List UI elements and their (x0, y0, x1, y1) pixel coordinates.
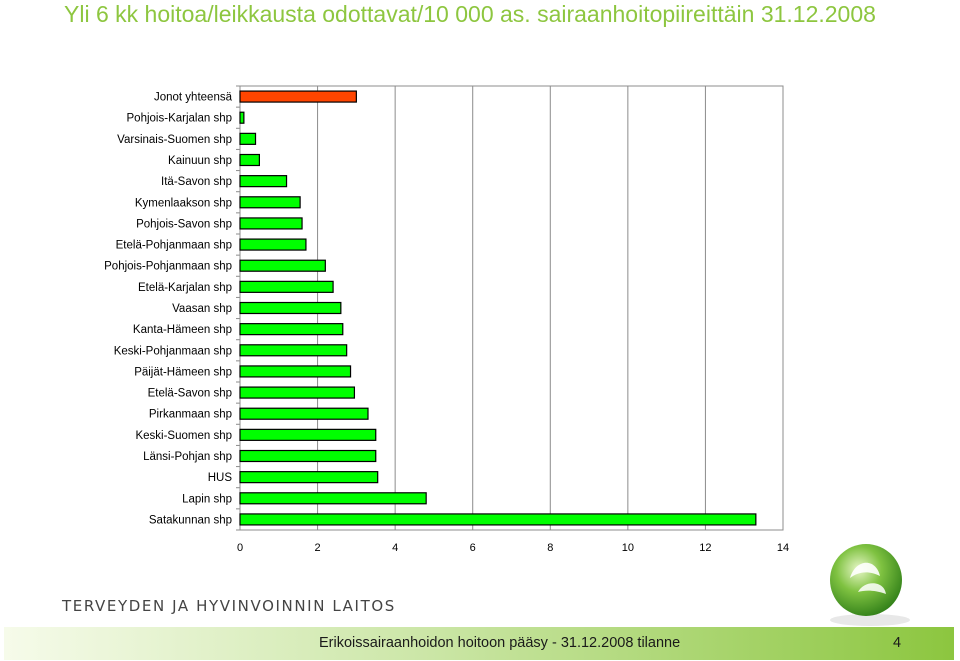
category-label: Pirkanmaan shp (149, 409, 232, 421)
x-tick-label: 8 (547, 542, 553, 554)
slide-title: Yli 6 kk hoitoa/leikkausta odottavat/10 … (64, 1, 876, 27)
plot-area: 0 2 4 6 8 10 12 14 Jonot yhteensä Pohjois-Karjala… (104, 85, 789, 554)
category-label: Kanta-Hämeen shp (133, 324, 232, 336)
category-label: Vaasan shp (172, 303, 232, 315)
category-label: Etelä-Pohjanmaan shp (116, 240, 232, 252)
category-label: Keski-Pohjanmaan shp (114, 345, 232, 357)
bar-district (239, 323, 344, 336)
bar-district (239, 238, 307, 251)
category-label: Länsi-Pohjan shp (143, 451, 232, 463)
x-tick-label: 0 (237, 542, 243, 554)
category-label: Kainuun shp (168, 155, 232, 167)
category-label: Lapin shp (182, 493, 232, 505)
bar-district (239, 449, 377, 463)
x-tick-label: 2 (315, 542, 321, 554)
category-label: HUS (208, 472, 233, 484)
bar-district (239, 513, 757, 526)
category-label: Kymenlaakson shp (135, 197, 232, 209)
bar-district (239, 365, 352, 378)
footer-text: Erikoissairaanhoidon hoitoon pääsy - 31.… (319, 635, 681, 651)
x-tick-label: 14 (777, 542, 789, 554)
category-label: Itä-Savon shp (161, 176, 232, 188)
category-label: Etelä-Karjalan shp (138, 282, 232, 294)
category-label: Jonot yhteensä (154, 92, 233, 104)
organization-logo-text: TERVEYDEN JA HYVINVOINNIN LAITOS (62, 597, 396, 615)
x-tick-label: 10 (622, 542, 634, 554)
bar-district (239, 175, 288, 188)
bar-total (239, 90, 357, 103)
category-label: Pohjois-Savon shp (136, 218, 232, 230)
bar-district (239, 301, 342, 315)
bar-district (239, 259, 326, 272)
bar-district (239, 111, 245, 124)
bar-district (239, 492, 427, 505)
bar-district (239, 217, 303, 230)
category-label: Satakunnan shp (149, 514, 232, 526)
bar-district (239, 132, 257, 145)
bar-district (239, 386, 356, 399)
bar-district (239, 407, 369, 420)
category-label: Varsinais-Suomen shp (117, 134, 232, 146)
category-label: Päijät-Hämeen shp (134, 366, 232, 378)
page-number: 4 (893, 635, 902, 651)
category-label: Etelä-Savon shp (148, 388, 232, 400)
bar-district (239, 280, 334, 293)
bar-chart: 0 2 4 6 8 10 12 14 Jonot yhteensä Pohjois-Karjala… (104, 85, 789, 554)
x-tick-label: 4 (392, 542, 398, 554)
category-label: Pohjois-Pohjanmaan shp (104, 261, 232, 273)
bar-district (239, 153, 260, 167)
bar-district (239, 196, 301, 209)
x-tick-label: 6 (470, 542, 476, 554)
bar-district (239, 471, 379, 484)
category-label: Keski-Suomen shp (135, 430, 232, 442)
bar-district (239, 344, 348, 357)
leaf-emblem-icon (830, 544, 910, 626)
category-label: Pohjois-Karjalan shp (127, 113, 232, 125)
footer-bar: Erikoissairaanhoidon hoitoon pääsy - 31.… (4, 627, 954, 660)
x-tick-label: 12 (699, 542, 711, 554)
bar-district (239, 428, 377, 441)
